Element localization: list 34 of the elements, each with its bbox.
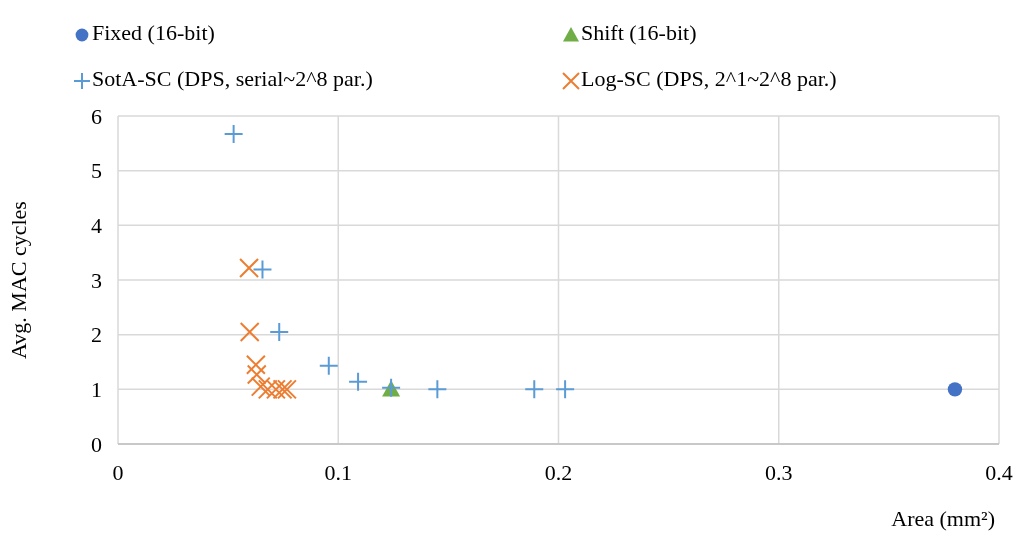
y-tick-label: 6 [91, 103, 102, 129]
point [257, 379, 278, 400]
point [246, 364, 267, 385]
y-tick-label: 5 [91, 158, 102, 184]
x-tick-label: 0.3 [765, 459, 793, 485]
point [318, 355, 339, 376]
x-tick-label: 0 [112, 459, 124, 485]
x-tick-label: 0.1 [324, 459, 352, 485]
x-axis-title: Area (mm²) [891, 506, 995, 531]
legend-label: Log-SC (DPS, 2^1~2^8 par.) [581, 66, 837, 91]
point [947, 382, 963, 397]
y-tick-label: 0 [91, 431, 102, 457]
x-tick-label: 0.2 [544, 459, 573, 485]
y-tick-label: 1 [91, 377, 102, 403]
legend-label: Shift (16-bit) [581, 20, 697, 45]
point [265, 379, 286, 400]
y-tick-label: 4 [91, 213, 102, 239]
legend-label: SotA-SC (DPS, serial~2^8 par.) [92, 66, 373, 91]
point [245, 354, 266, 375]
point [427, 379, 448, 400]
point [252, 259, 273, 280]
point [250, 376, 271, 397]
point [239, 257, 260, 278]
point [223, 124, 244, 145]
x-tick-label: 0.4 [985, 459, 1013, 485]
y-tick-label: 2 [91, 322, 102, 348]
point [524, 379, 545, 400]
point [348, 371, 369, 392]
y-axis-title: Avg. MAC cycles [5, 201, 31, 359]
point [239, 321, 260, 342]
y-tick-label: 3 [91, 267, 102, 293]
point [555, 379, 576, 400]
legend-label: Fixed (16-bit) [92, 20, 215, 45]
point [269, 321, 290, 342]
